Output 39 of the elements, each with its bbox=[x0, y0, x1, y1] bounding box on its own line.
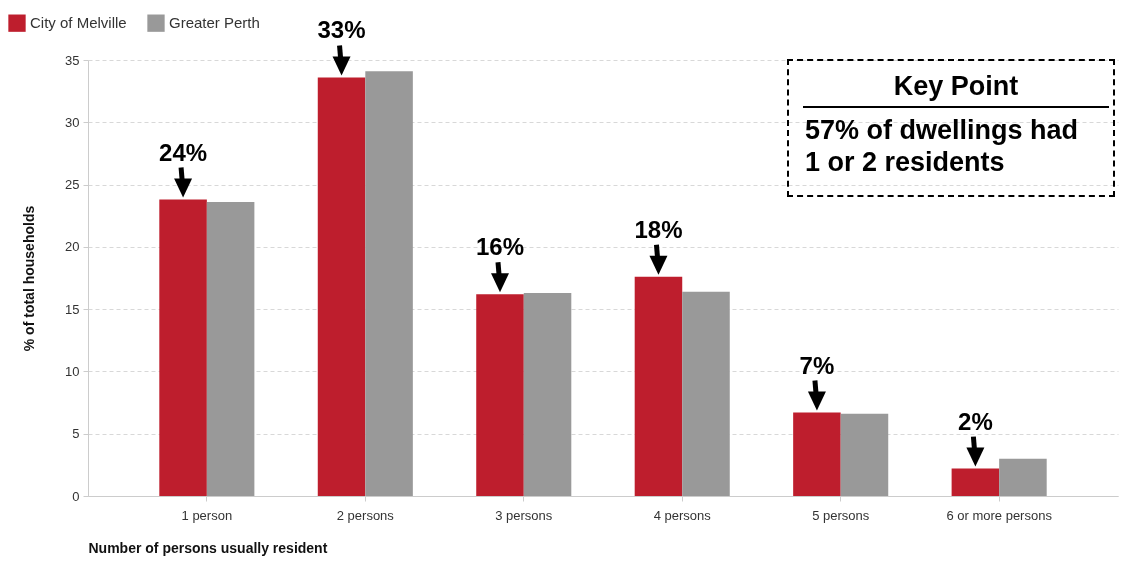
y-tick-label: 0 bbox=[72, 488, 80, 504]
y-tick-label: 20 bbox=[65, 239, 80, 255]
x-tick-label: 2 persons bbox=[336, 507, 395, 523]
bar bbox=[317, 77, 366, 496]
bar bbox=[634, 276, 683, 496]
annotation: 33% bbox=[317, 16, 366, 44]
y-tick-label: 15 bbox=[65, 301, 80, 317]
x-tick-label: 6 or more persons bbox=[946, 507, 1053, 523]
annotation: 16% bbox=[475, 233, 525, 261]
annotation: 57% of dwellings had 1 or 2 residents bbox=[805, 114, 1080, 178]
legend-label: City of Melville bbox=[30, 14, 127, 32]
key-point-box: Key Point 57% of dwellings had 1 or 2 residents bbox=[787, 59, 1115, 197]
x-axis-title: Number of persons usually resident bbox=[88, 539, 328, 556]
bar bbox=[793, 412, 841, 496]
annotation: 18% bbox=[634, 215, 683, 243]
y-tick-label: 25 bbox=[65, 177, 80, 193]
bar bbox=[951, 468, 1000, 496]
annotation: Key Point bbox=[803, 71, 1109, 108]
y-tick-label: 5 bbox=[72, 426, 80, 442]
bar bbox=[999, 458, 1047, 496]
bar bbox=[365, 71, 413, 496]
bar bbox=[840, 413, 889, 496]
bar bbox=[682, 291, 730, 496]
bar bbox=[476, 294, 524, 496]
y-tick-label: 35 bbox=[65, 52, 80, 68]
annotation: 7% bbox=[799, 351, 835, 379]
y-tick-label: 30 bbox=[65, 114, 80, 130]
y-tick-label: 10 bbox=[65, 363, 80, 379]
bar bbox=[159, 199, 207, 496]
x-tick-label: 4 persons bbox=[653, 507, 712, 523]
annotation: 2% bbox=[958, 407, 993, 435]
legend-label: Greater Perth bbox=[169, 14, 260, 32]
bar bbox=[206, 202, 255, 496]
x-tick-label: 1 person bbox=[181, 507, 233, 523]
y-axis-title: % of total households bbox=[21, 205, 38, 352]
x-tick-label: 5 persons bbox=[812, 507, 870, 523]
x-tick-label: 3 persons bbox=[495, 507, 553, 523]
annotation: 24% bbox=[159, 138, 208, 166]
bar bbox=[523, 292, 572, 496]
